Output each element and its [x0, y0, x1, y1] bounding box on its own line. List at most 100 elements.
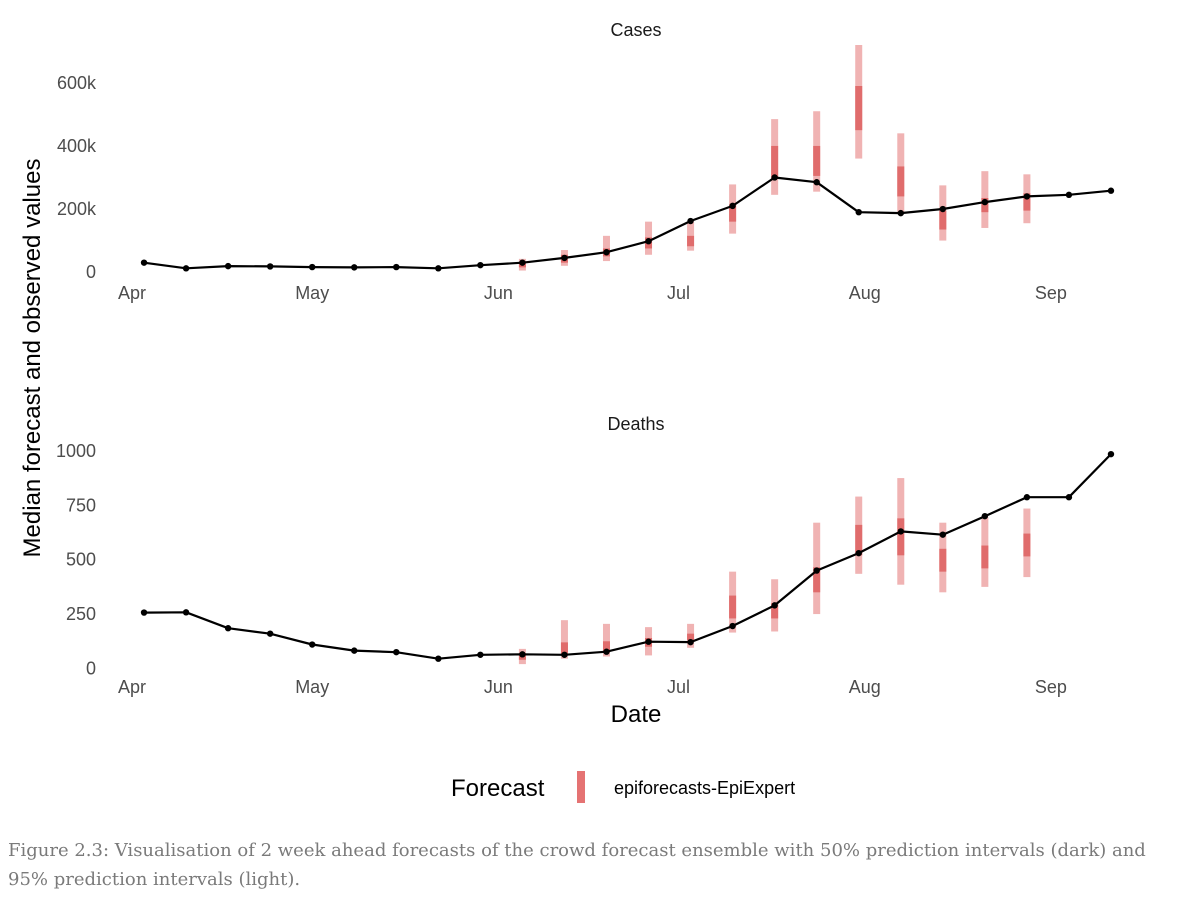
observed-point — [224, 262, 232, 270]
observed-point — [1065, 494, 1073, 501]
observed-point — [308, 263, 316, 271]
y-tick-label: 1000 — [56, 441, 96, 461]
figure-caption: Figure 2.3: Visualisation of 2 week ahea… — [8, 840, 1146, 890]
observed-point — [266, 630, 274, 637]
observed-point — [981, 512, 989, 520]
observed-point — [1107, 450, 1115, 458]
y-tick-label: 0 — [86, 658, 96, 678]
observed-point — [140, 259, 148, 266]
facet-title-deaths: Deaths — [607, 414, 664, 434]
observed-point — [939, 531, 947, 538]
observed-point — [771, 602, 778, 609]
interval-50 — [897, 166, 905, 197]
observed-point — [897, 209, 904, 217]
x-tick-label: Apr — [118, 677, 146, 697]
observed-point — [351, 264, 358, 271]
interval-50 — [939, 548, 947, 572]
x-tick-label: Jul — [667, 283, 690, 303]
observed-point — [603, 648, 610, 655]
interval-50 — [813, 567, 821, 593]
observed-point — [140, 609, 148, 616]
x-tick-label: May — [295, 283, 329, 303]
x-tick-label: Aug — [849, 283, 881, 303]
observed-point — [477, 261, 484, 269]
observed-point — [182, 265, 190, 272]
interval-50 — [813, 145, 821, 176]
observed-point — [266, 263, 274, 270]
interval-50 — [687, 633, 695, 641]
observed-line — [143, 453, 1112, 660]
interval-50 — [602, 641, 610, 653]
legend: Forecast epiforecasts-EpiExpert — [451, 771, 795, 803]
interval-50 — [771, 145, 779, 180]
y-tick-label: 500 — [66, 550, 96, 570]
observed-point — [855, 549, 862, 557]
panel-cases: 0 200k 400k 600k Apr May Jun Jul Aug Sep — [57, 45, 1115, 303]
x-tick-label: Sep — [1035, 283, 1067, 303]
legend-label: epiforecasts-EpiExpert — [614, 778, 795, 798]
observed-point — [308, 641, 316, 648]
x-axis-title: Date — [611, 701, 662, 728]
observed-point — [1107, 187, 1115, 194]
observed-point — [939, 205, 947, 213]
observed-point — [1023, 193, 1031, 200]
interval-50 — [855, 524, 863, 556]
interval-50 — [855, 86, 863, 131]
observed-point — [855, 208, 862, 216]
observed-point — [519, 259, 526, 266]
y-tick-label: 400k — [57, 136, 97, 156]
interval-95 — [602, 623, 610, 657]
interval-50 — [729, 204, 737, 222]
interval-50 — [897, 518, 905, 556]
observed-point — [1023, 494, 1031, 501]
observed-line — [143, 176, 1112, 270]
interval-50 — [1023, 193, 1031, 211]
interval-50 — [1023, 533, 1031, 557]
observed-point — [435, 265, 442, 272]
panel-deaths: 0 250 500 750 1000 Apr May Jun Jul Aug Sep — [56, 441, 1115, 697]
observed-point — [603, 249, 610, 256]
x-tick-label: Jun — [484, 283, 513, 303]
observed-point — [519, 651, 526, 658]
interval-50 — [560, 642, 568, 655]
x-tick-label: May — [295, 677, 329, 697]
x-tick-label: Sep — [1035, 677, 1067, 697]
observed-point — [687, 217, 694, 225]
interval-50 — [981, 545, 989, 569]
observed-point — [393, 263, 400, 271]
legend-key-swatch — [577, 771, 585, 803]
interval-95 — [560, 620, 568, 659]
interval-50 — [687, 235, 695, 247]
observed-point — [477, 651, 484, 658]
observed-point — [687, 638, 694, 646]
observed-point — [351, 647, 358, 654]
y-tick-label: 750 — [66, 495, 96, 515]
observed-point — [729, 202, 736, 210]
y-tick-label: 0 — [86, 262, 96, 282]
forecast-chart: Median forecast and observed values Date… — [19, 20, 1115, 803]
x-tick-label: Aug — [849, 677, 881, 697]
observed-point — [393, 648, 400, 656]
y-tick-label: 250 — [66, 604, 96, 624]
observed-point — [813, 567, 820, 574]
observed-point — [729, 622, 736, 630]
y-tick-label: 200k — [57, 199, 97, 219]
facet-title-cases: Cases — [610, 20, 661, 40]
observed-point — [182, 609, 190, 616]
observed-point — [561, 651, 568, 658]
observed-point — [224, 625, 232, 632]
interval-50 — [771, 603, 779, 619]
observed-point — [561, 254, 568, 262]
observed-point — [645, 638, 652, 645]
legend-title: Forecast — [451, 775, 545, 802]
y-axis-title: Median forecast and observed values — [19, 159, 46, 558]
x-tick-label: Jun — [484, 677, 513, 697]
observed-point — [897, 528, 904, 535]
y-tick-label: 600k — [57, 73, 97, 93]
observed-point — [813, 179, 820, 186]
observed-point — [1065, 191, 1073, 199]
observed-point — [645, 238, 652, 245]
observed-point — [435, 655, 442, 662]
observed-point — [771, 174, 778, 181]
observed-point — [981, 198, 989, 206]
